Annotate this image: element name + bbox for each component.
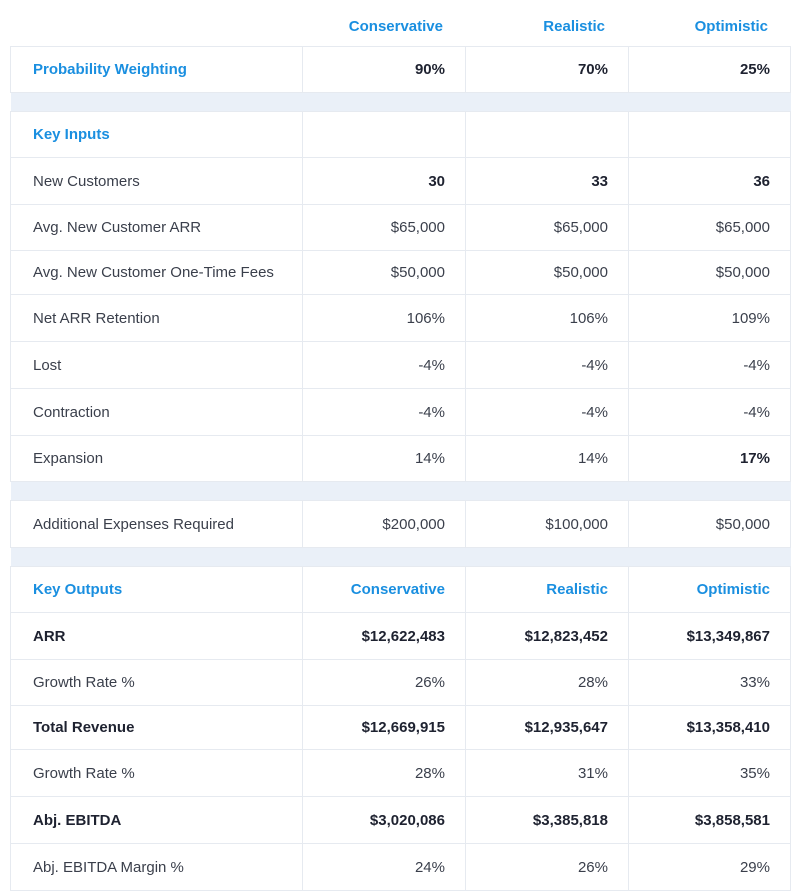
table-row: Contraction -4% -4% -4%	[10, 388, 791, 436]
cell-realistic: $12,823,452	[465, 612, 629, 660]
key-inputs-title: Key Inputs	[10, 111, 303, 158]
header-realistic: Realistic	[543, 18, 605, 35]
cell-optimistic: $13,358,410	[628, 705, 791, 750]
cell-conservative: -4%	[302, 341, 466, 389]
table-row: Expansion 14% 14% 17%	[10, 435, 791, 482]
key-inputs-header-row: Key Inputs	[10, 111, 791, 158]
cell-optimistic: $3,858,581	[628, 796, 791, 844]
outputs-header-optimistic: Optimistic	[628, 566, 791, 613]
row-label: New Customers	[10, 157, 303, 205]
cell-conservative: $3,020,086	[302, 796, 466, 844]
cell-conservative: $200,000	[302, 500, 466, 548]
table-row: Growth Rate % 28% 31% 35%	[10, 749, 791, 797]
cell-conservative: 28%	[302, 749, 466, 797]
cell-realistic: $50,000	[465, 250, 629, 295]
header-optimistic: Optimistic	[694, 18, 768, 35]
scenario-column-headers: Conservative Realistic Optimistic	[10, 0, 790, 46]
section-divider	[10, 547, 791, 567]
table-row: Abj. EBITDA $3,020,086 $3,385,818 $3,858…	[10, 796, 791, 844]
cell-optimistic: $50,000	[628, 250, 791, 295]
row-label: Additional Expenses Required	[10, 500, 303, 548]
cell-realistic: 70%	[465, 46, 629, 93]
cell-optimistic: 17%	[628, 435, 791, 482]
expenses-row: Additional Expenses Required $200,000 $1…	[10, 500, 791, 548]
row-label: ARR	[10, 612, 303, 660]
cell-conservative: -4%	[302, 388, 466, 436]
outputs-header-conservative: Conservative	[302, 566, 466, 613]
cell-optimistic: 35%	[628, 749, 791, 797]
cell-optimistic: 29%	[628, 843, 791, 891]
cell-conservative: $12,622,483	[302, 612, 466, 660]
cell-optimistic: 33%	[628, 659, 791, 706]
table-row: Total Revenue $12,669,915 $12,935,647 $1…	[10, 705, 791, 750]
table-row: Avg. New Customer One-Time Fees $50,000 …	[10, 250, 791, 295]
cell-conservative: $12,669,915	[302, 705, 466, 750]
row-label: Lost	[10, 341, 303, 389]
row-label: Growth Rate %	[10, 659, 303, 706]
cell-conservative: 106%	[302, 294, 466, 342]
section-divider	[10, 92, 791, 112]
cell-conservative: $65,000	[302, 204, 466, 251]
cell-optimistic: -4%	[628, 341, 791, 389]
cell-optimistic: $13,349,867	[628, 612, 791, 660]
table-row: Lost -4% -4% -4%	[10, 341, 791, 389]
table-row: Avg. New Customer ARR $65,000 $65,000 $6…	[10, 204, 791, 251]
key-outputs-header-row: Key Outputs Conservative Realistic Optim…	[10, 566, 791, 613]
row-label: Growth Rate %	[10, 749, 303, 797]
scenario-table: Probability Weighting 90% 70% 25% Key In…	[10, 46, 791, 891]
cell-realistic: 26%	[465, 843, 629, 891]
cell-optimistic: 36	[628, 157, 791, 205]
table-row: ARR $12,622,483 $12,823,452 $13,349,867	[10, 612, 791, 660]
table-row: Abj. EBITDA Margin % 24% 26% 29%	[10, 843, 791, 891]
cell-conservative: 24%	[302, 843, 466, 891]
outputs-header-realistic: Realistic	[465, 566, 629, 613]
header-conservative: Conservative	[348, 18, 443, 35]
cell-optimistic: 25%	[628, 46, 791, 93]
table-row: New Customers 30 33 36	[10, 157, 791, 205]
probability-row: Probability Weighting 90% 70% 25%	[10, 46, 791, 93]
row-label: Net ARR Retention	[10, 294, 303, 342]
row-label: Expansion	[10, 435, 303, 482]
cell-conservative: 90%	[302, 46, 466, 93]
cell-optimistic: $50,000	[628, 500, 791, 548]
cell-realistic: 31%	[465, 749, 629, 797]
cell-realistic: 14%	[465, 435, 629, 482]
key-outputs-title: Key Outputs	[10, 566, 303, 613]
row-label: Avg. New Customer One-Time Fees	[10, 250, 303, 295]
cell-optimistic: $65,000	[628, 204, 791, 251]
cell-realistic: $3,385,818	[465, 796, 629, 844]
cell-realistic: 106%	[465, 294, 629, 342]
row-label: Contraction	[10, 388, 303, 436]
cell-optimistic: 109%	[628, 294, 791, 342]
cell-realistic: $12,935,647	[465, 705, 629, 750]
table-row: Net ARR Retention 106% 106% 109%	[10, 294, 791, 342]
row-label: Abj. EBITDA Margin %	[10, 843, 303, 891]
section-divider	[10, 481, 791, 501]
row-label: Abj. EBITDA	[10, 796, 303, 844]
cell-optimistic: -4%	[628, 388, 791, 436]
cell-conservative: 30	[302, 157, 466, 205]
row-label: Avg. New Customer ARR	[10, 204, 303, 251]
cell-realistic: $65,000	[465, 204, 629, 251]
cell-realistic: 28%	[465, 659, 629, 706]
row-label: Probability Weighting	[10, 46, 303, 93]
row-label: Total Revenue	[10, 705, 303, 750]
table-row: Growth Rate % 26% 28% 33%	[10, 659, 791, 706]
cell-conservative: 26%	[302, 659, 466, 706]
cell-realistic: -4%	[465, 388, 629, 436]
cell-conservative: $50,000	[302, 250, 466, 295]
cell-realistic: -4%	[465, 341, 629, 389]
cell-conservative: 14%	[302, 435, 466, 482]
cell-realistic: 33	[465, 157, 629, 205]
cell-realistic: $100,000	[465, 500, 629, 548]
